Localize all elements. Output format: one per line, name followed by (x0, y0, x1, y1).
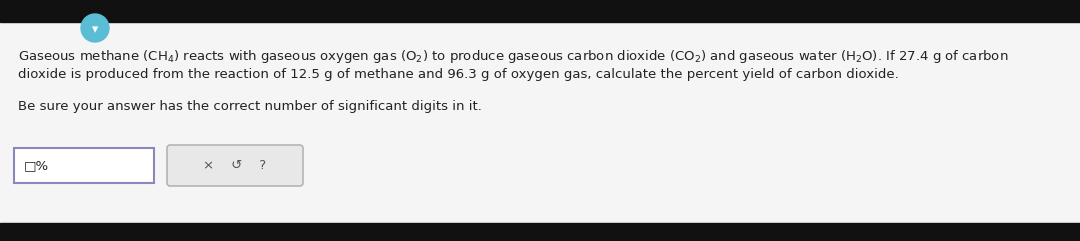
Text: ×    ↺    ?: × ↺ ? (203, 159, 267, 172)
Text: Gaseous methane $\mathregular{(CH_4)}$ reacts with gaseous oxygen gas $\mathregu: Gaseous methane $\mathregular{(CH_4)}$ r… (18, 48, 1009, 65)
Text: □%: □% (24, 159, 49, 172)
Bar (0, 0, 1080, 22)
Text: dioxide is produced from the reaction of 12.5 g of methane and 96.3 g of oxygen : dioxide is produced from the reaction of… (18, 68, 899, 81)
Bar (0, 223, 1080, 241)
FancyBboxPatch shape (167, 145, 303, 186)
Text: Be sure your answer has the correct number of significant digits in it.: Be sure your answer has the correct numb… (18, 100, 482, 113)
Circle shape (81, 14, 109, 42)
Text: ▾: ▾ (92, 24, 98, 36)
Bar (14, 148, 154, 183)
